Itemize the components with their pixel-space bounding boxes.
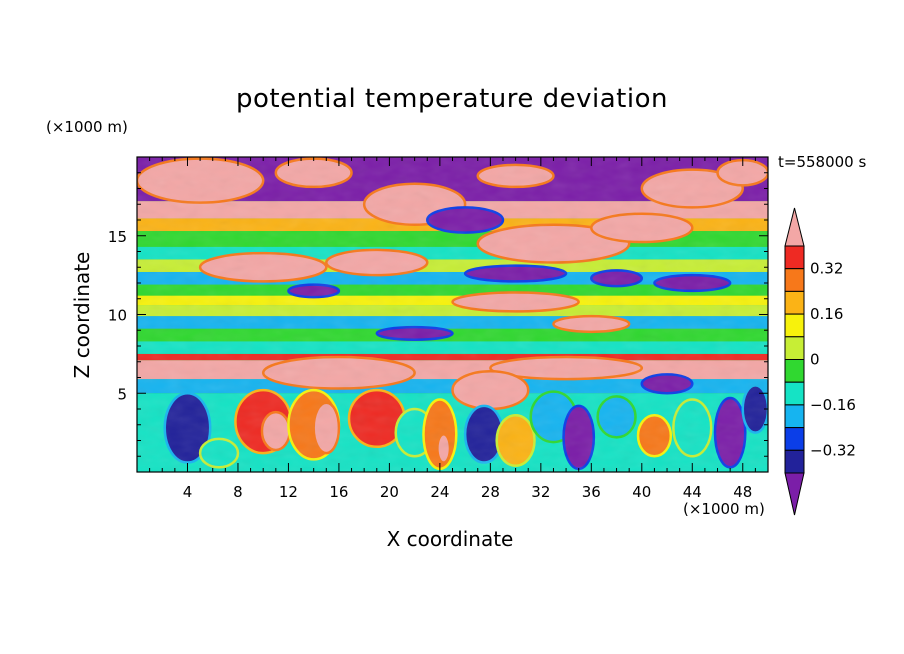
colorbar-label: −0.32: [810, 441, 856, 459]
x-tick-label: 8: [233, 483, 243, 501]
colorbar-cell: [784, 404, 805, 429]
field-texture: [137, 157, 768, 472]
x-tick-label: 28: [481, 483, 500, 501]
colorbar-label: 0: [810, 351, 820, 369]
z-axis-unit: (×1000 m): [46, 118, 128, 136]
chart-title: potential temperature deviation: [236, 84, 668, 114]
colorbar-cell: [784, 245, 805, 270]
y-ticks: 5 10 15: [108, 172, 768, 457]
colorbar-cell: [784, 449, 805, 474]
x-axis-unit: (×1000 m): [683, 500, 765, 518]
x-axis-label: X coordinate: [386, 527, 514, 551]
x-tick-label: 4: [183, 483, 193, 501]
colorbar-cell: [784, 290, 805, 315]
x-ticks: 4 8 12 16 20 24 28 32 36 40 44 48: [149, 157, 756, 501]
x-tick-label: 24: [430, 483, 449, 501]
x-tick-label: 32: [531, 483, 550, 501]
colorbar-cell: [784, 268, 805, 292]
colorbar-label: 0.16: [810, 305, 843, 323]
colorbar-label: −0.16: [810, 396, 856, 414]
time-label: t=558000 s: [778, 153, 867, 171]
x-tick-label: 40: [632, 483, 651, 501]
colorbar-top-extend: [784, 207, 805, 247]
x-tick-label: 12: [279, 483, 298, 501]
y-tick-label: 10: [108, 307, 127, 325]
colorbar: 0.32 0.16 0 −0.16 −0.32: [784, 207, 856, 516]
x-tick-label: 20: [380, 483, 399, 501]
colorbar-cell: [784, 359, 805, 383]
colorbar-cell: [784, 381, 805, 406]
x-tick-label: 16: [329, 483, 348, 501]
colorbar-label: 0.32: [810, 260, 843, 278]
colorbar-bottom-extend: [784, 472, 805, 516]
colorbar-cell: [784, 313, 805, 338]
contour-field: [137, 157, 768, 472]
colorbar-cell: [784, 427, 805, 451]
colorbar-cell: [784, 336, 805, 360]
x-tick-label: 44: [683, 483, 702, 501]
x-tick-label: 48: [733, 483, 752, 501]
x-tick-label: 36: [582, 483, 601, 501]
y-tick-label: 5: [117, 385, 127, 403]
y-tick-label: 15: [108, 228, 127, 246]
